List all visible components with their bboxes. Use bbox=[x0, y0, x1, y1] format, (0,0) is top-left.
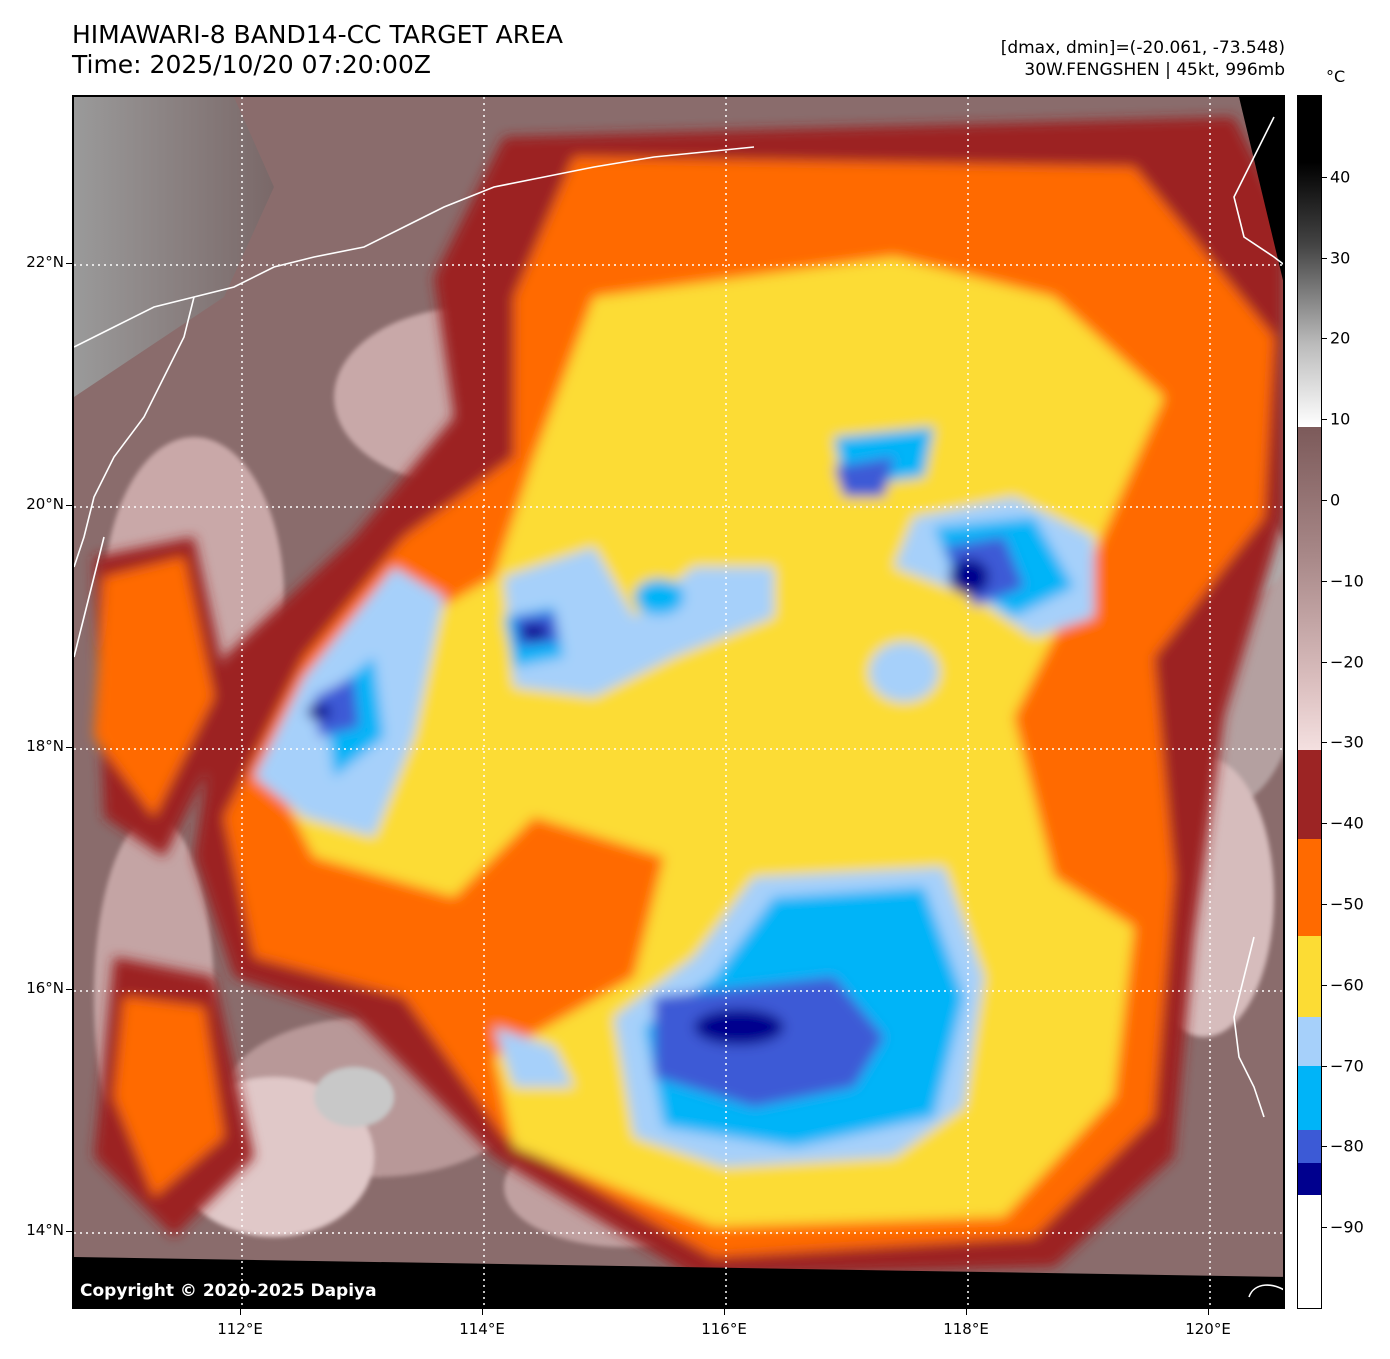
colorbar-tick bbox=[1322, 823, 1327, 825]
lon-tick-mark bbox=[966, 1309, 967, 1315]
satellite-map: Copyright © 2020-2025 Dapiya bbox=[72, 95, 1285, 1309]
colorbar-tick bbox=[1322, 1227, 1327, 1229]
lat-tick-mark bbox=[66, 747, 72, 748]
colorbar-tick bbox=[1322, 1065, 1327, 1067]
lon-label-120: 120°E bbox=[1185, 1320, 1231, 1338]
colorbar-tick bbox=[1322, 176, 1327, 178]
colorbar bbox=[1297, 95, 1322, 1309]
dmax-dmin-readout: [dmax, dmin]=(-20.061, -73.548) bbox=[1000, 38, 1285, 58]
colorbar-tick-label: −70 bbox=[1330, 1056, 1364, 1076]
satellite-imagery bbox=[74, 97, 1283, 1307]
no-data-region-bottom bbox=[74, 1257, 1283, 1307]
colorbar-segment bbox=[1298, 1065, 1321, 1131]
colorbar-tick bbox=[1322, 984, 1327, 986]
lon-label-118: 118°E bbox=[943, 1320, 989, 1338]
colorbar-tick-label: −30 bbox=[1330, 732, 1364, 752]
colorbar-tick bbox=[1322, 500, 1327, 501]
colorbar-segment bbox=[1298, 1194, 1321, 1308]
lon-label-112: 112°E bbox=[217, 1320, 263, 1338]
storm-info: [dmax, dmin]=(-20.061, -73.548) 30W.FENG… bbox=[1001, 37, 1285, 81]
colorbar-tick bbox=[1322, 580, 1327, 582]
lon-tick-mark bbox=[240, 1309, 241, 1315]
colorbar-tick bbox=[1322, 419, 1327, 421]
colorbar-tick-label: −40 bbox=[1330, 813, 1364, 833]
colorbar-segment bbox=[1298, 936, 1321, 1018]
title-block: HIMAWARI-8 BAND14-CC TARGET AREA Time: 2… bbox=[72, 20, 563, 80]
lat-label-14: 14°N bbox=[26, 1221, 64, 1239]
colorbar-tick-label: 10 bbox=[1330, 409, 1351, 429]
lon-label-116: 116°E bbox=[701, 1320, 747, 1338]
colorbar-tick-label: 30 bbox=[1330, 248, 1351, 268]
colorbar-segment bbox=[1298, 1017, 1321, 1066]
lat-label-16: 16°N bbox=[26, 979, 64, 997]
colorbar-tick-label: 40 bbox=[1330, 167, 1351, 187]
colorbar-tick-label: −80 bbox=[1330, 1136, 1364, 1156]
lon-label-114: 114°E bbox=[459, 1320, 505, 1338]
lat-tick-mark bbox=[66, 263, 72, 264]
colorbar-segment bbox=[1298, 750, 1321, 840]
storm-name-intensity: 30W.FENGSHEN | 45kt, 996mb bbox=[1024, 60, 1285, 80]
colorbar-tick-label: 0 bbox=[1330, 490, 1341, 510]
lon-tick-mark bbox=[482, 1309, 483, 1315]
colorbar-segment bbox=[1298, 839, 1321, 937]
no-data-region-top-right bbox=[1239, 97, 1283, 281]
colorbar-tick-label: 20 bbox=[1330, 328, 1351, 348]
colorbar-tick-label: −90 bbox=[1330, 1217, 1364, 1237]
lon-tick-mark bbox=[1208, 1309, 1209, 1315]
colorbar-tick bbox=[1322, 1146, 1327, 1148]
colorbar-tick bbox=[1322, 661, 1327, 663]
lat-tick-mark bbox=[66, 989, 72, 990]
colorbar-tick bbox=[1322, 257, 1327, 259]
colorbar-segment bbox=[1298, 1162, 1321, 1195]
coastlines bbox=[74, 116, 1283, 1298]
colorbar-tick-label: −50 bbox=[1330, 894, 1364, 914]
lon-tick-mark bbox=[724, 1309, 725, 1315]
lat-label-20: 20°N bbox=[26, 495, 64, 513]
lat-tick-mark bbox=[66, 505, 72, 506]
colorbar-tick bbox=[1322, 742, 1327, 744]
colorbar-unit: °C bbox=[1326, 67, 1346, 86]
colorbar-segment bbox=[1298, 96, 1321, 428]
observation-time: Time: 2025/10/20 07:20:00Z bbox=[72, 50, 431, 79]
colorbar-tick bbox=[1322, 904, 1327, 905]
lat-label-18: 18°N bbox=[26, 737, 64, 755]
colorbar-tick-label: −60 bbox=[1330, 975, 1364, 995]
colorbar-segment bbox=[1298, 427, 1321, 751]
graticule bbox=[74, 97, 1283, 1307]
map-title: HIMAWARI-8 BAND14-CC TARGET AREA bbox=[72, 20, 564, 49]
colorbar-tick bbox=[1322, 338, 1327, 340]
copyright-notice: Copyright © 2020-2025 Dapiya bbox=[80, 1281, 377, 1301]
cloud-top-temperature-field bbox=[94, 117, 1283, 1277]
colorbar-segment bbox=[1298, 1130, 1321, 1163]
lat-label-22: 22°N bbox=[26, 253, 64, 271]
colorbar-tick-label: −10 bbox=[1330, 571, 1364, 591]
lat-tick-mark bbox=[66, 1231, 72, 1232]
colorbar-tick-label: −20 bbox=[1330, 652, 1364, 672]
